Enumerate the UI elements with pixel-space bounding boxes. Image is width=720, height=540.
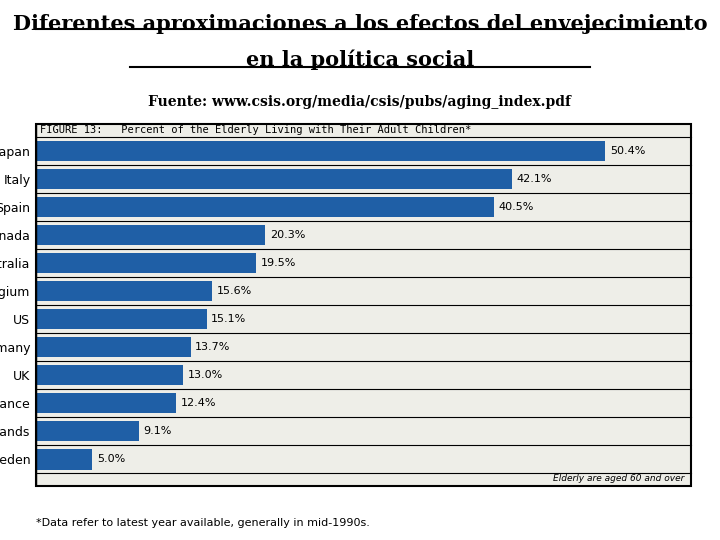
- Text: 15.1%: 15.1%: [211, 314, 246, 324]
- Bar: [36, 365, 183, 386]
- Bar: [36, 393, 176, 414]
- Bar: [36, 449, 92, 470]
- Text: 13.0%: 13.0%: [187, 370, 222, 380]
- Bar: [36, 225, 265, 245]
- Text: Fuente: www.csis.org/media/csis/pubs/aging_index.pdf: Fuente: www.csis.org/media/csis/pubs/agi…: [148, 95, 572, 109]
- Text: en la política social: en la política social: [246, 50, 474, 70]
- Text: Elderly are aged 60 and over: Elderly are aged 60 and over: [553, 474, 684, 483]
- Bar: [36, 337, 191, 357]
- Text: 50.4%: 50.4%: [610, 146, 645, 156]
- Text: 12.4%: 12.4%: [181, 399, 216, 408]
- Bar: [36, 124, 691, 486]
- Bar: [36, 421, 139, 442]
- Bar: [36, 281, 212, 301]
- Text: 19.5%: 19.5%: [261, 258, 296, 268]
- Text: Diferentes aproximaciones a los efectos del envejecimiento: Diferentes aproximaciones a los efectos …: [13, 14, 707, 34]
- Text: 13.7%: 13.7%: [195, 342, 230, 352]
- Text: 42.1%: 42.1%: [516, 174, 552, 184]
- Text: FIGURE 13:   Percent of the Elderly Living with Their Adult Children*: FIGURE 13: Percent of the Elderly Living…: [40, 125, 471, 136]
- Bar: [36, 197, 493, 217]
- Text: 40.5%: 40.5%: [498, 202, 534, 212]
- Text: 15.6%: 15.6%: [217, 286, 252, 296]
- Text: *Data refer to latest year available, generally in mid-1990s.: *Data refer to latest year available, ge…: [36, 518, 370, 529]
- Bar: [36, 253, 256, 273]
- Text: 20.3%: 20.3%: [270, 230, 305, 240]
- Bar: [36, 140, 606, 161]
- Bar: [36, 168, 512, 189]
- Text: 9.1%: 9.1%: [143, 427, 171, 436]
- Text: 5.0%: 5.0%: [97, 455, 125, 464]
- Bar: [36, 309, 207, 329]
